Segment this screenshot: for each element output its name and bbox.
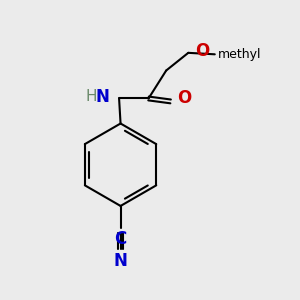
Text: O: O	[177, 89, 191, 107]
Text: N: N	[114, 252, 128, 270]
Text: methyl: methyl	[218, 48, 262, 61]
Text: H: H	[85, 89, 97, 104]
Text: C: C	[114, 230, 127, 247]
Text: N: N	[96, 88, 110, 106]
Text: O: O	[195, 42, 209, 60]
